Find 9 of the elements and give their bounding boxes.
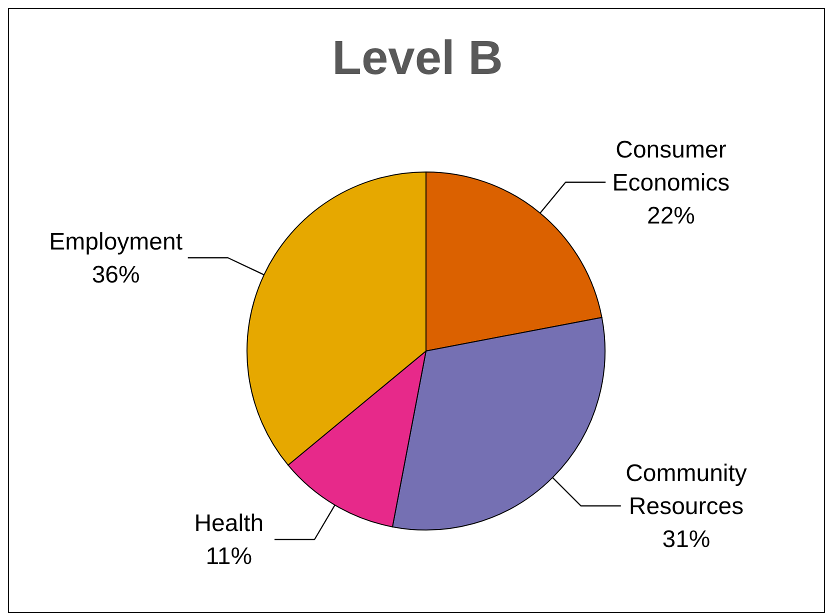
- data-label: 36%: [92, 261, 140, 288]
- slice-label: Community Resources: [626, 460, 747, 520]
- data-label: 11%: [206, 543, 252, 570]
- slice-label: Consumer Economics: [612, 136, 730, 196]
- slice-label: Employment: [49, 228, 183, 256]
- data-label: 22%: [646, 202, 696, 230]
- slice-label: Health: [194, 510, 264, 538]
- chart-title: Level B: [331, 31, 504, 86]
- data-label: 31%: [662, 526, 710, 553]
